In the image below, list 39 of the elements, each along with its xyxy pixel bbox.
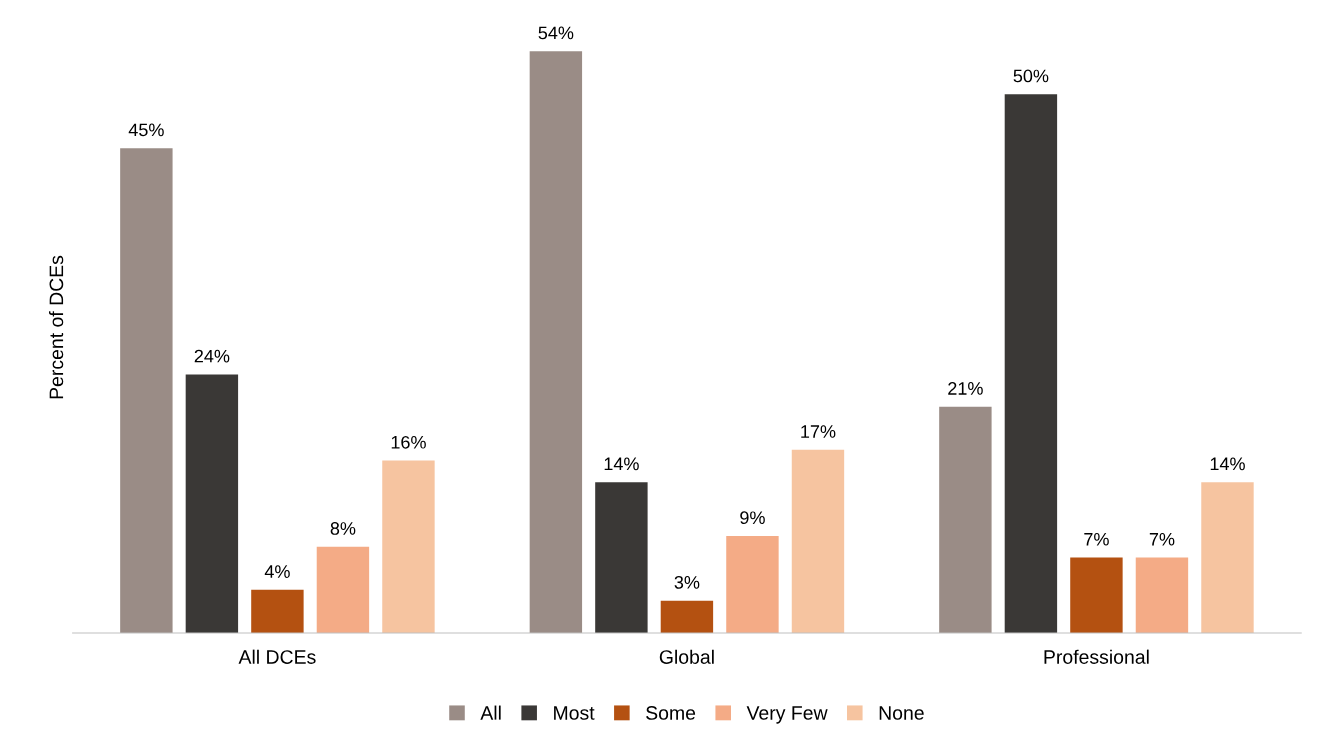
data-label: 7%	[1084, 532, 1109, 546]
data-label: 14%	[604, 457, 639, 471]
data-label: 50%	[1013, 69, 1049, 83]
data-label: 3%	[674, 575, 700, 589]
bar	[791, 449, 845, 633]
data-label: 16%	[391, 435, 426, 449]
data-label: 9%	[740, 511, 765, 525]
bar	[660, 600, 714, 633]
bar	[726, 535, 779, 633]
legend-label: Most	[554, 706, 595, 720]
data-label: 14%	[1210, 457, 1245, 471]
bar	[1070, 557, 1123, 633]
legend-label: Some	[646, 706, 696, 720]
bar	[185, 374, 239, 633]
bar	[382, 460, 435, 633]
bar	[939, 406, 992, 633]
data-label: 54%	[538, 26, 574, 40]
bar	[1004, 94, 1058, 633]
bar	[595, 482, 648, 633]
x-tick-label: All DCEs	[238, 649, 316, 664]
data-label: 7%	[1149, 532, 1175, 546]
x-tick-label: Global	[659, 649, 714, 664]
x-tick-label: Professional	[1044, 649, 1149, 664]
bar	[1135, 557, 1189, 633]
legend-label: Very Few	[746, 706, 828, 724]
bar	[316, 546, 370, 633]
data-label: 45%	[128, 123, 164, 137]
data-label: 4%	[264, 565, 290, 578]
data-label: 17%	[801, 425, 836, 438]
legend-label: None	[879, 706, 924, 720]
bar	[1201, 482, 1254, 633]
data-label: 21%	[948, 382, 983, 395]
y-axis-title: Percent of DCEs	[48, 255, 64, 399]
bar	[251, 589, 304, 633]
legend-label: All	[480, 705, 501, 720]
data-label: 24%	[194, 349, 230, 363]
bar	[529, 51, 583, 633]
data-label: 8%	[330, 522, 356, 535]
bar	[120, 148, 173, 633]
